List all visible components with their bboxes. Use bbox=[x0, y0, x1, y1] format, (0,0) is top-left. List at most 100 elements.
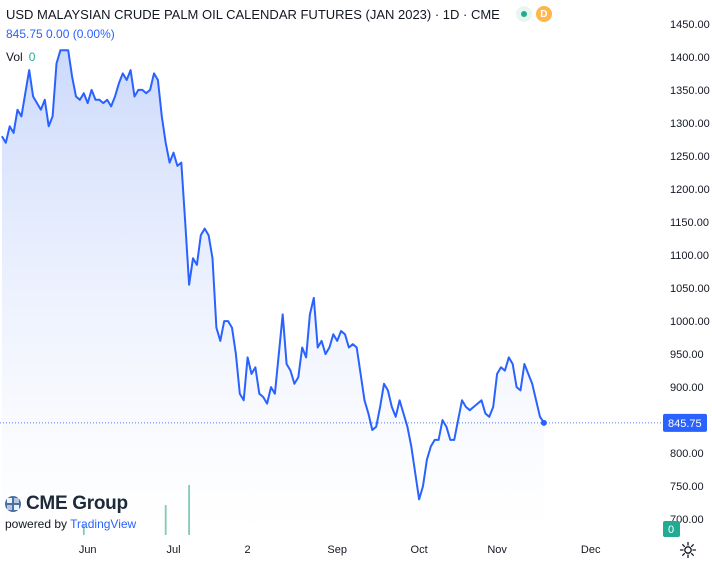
data-point[interactable] bbox=[102, 102, 104, 104]
data-point[interactable] bbox=[461, 399, 463, 401]
data-point[interactable] bbox=[204, 227, 206, 229]
market-status-icon[interactable] bbox=[515, 6, 532, 22]
data-point[interactable] bbox=[223, 320, 225, 322]
data-point[interactable] bbox=[395, 416, 397, 418]
data-point[interactable] bbox=[473, 406, 475, 408]
data-point[interactable] bbox=[188, 284, 190, 286]
data-point[interactable] bbox=[55, 62, 57, 64]
data-point[interactable] bbox=[20, 115, 22, 117]
data-point[interactable] bbox=[398, 399, 400, 401]
last-price-marker[interactable] bbox=[540, 419, 547, 426]
data-point[interactable] bbox=[48, 125, 50, 127]
data-point[interactable] bbox=[332, 333, 334, 335]
data-point[interactable] bbox=[445, 426, 447, 428]
data-point[interactable] bbox=[441, 419, 443, 421]
data-point[interactable] bbox=[383, 383, 385, 385]
data-point[interactable] bbox=[430, 445, 432, 447]
data-point[interactable] bbox=[496, 373, 498, 375]
data-point[interactable] bbox=[531, 383, 533, 385]
data-point[interactable] bbox=[176, 165, 178, 167]
data-point[interactable] bbox=[122, 72, 124, 74]
data-point[interactable] bbox=[137, 89, 139, 91]
cme-logo[interactable]: CME Group bbox=[4, 493, 128, 515]
volume-bar[interactable] bbox=[188, 485, 190, 535]
data-point[interactable] bbox=[9, 125, 11, 127]
data-point[interactable] bbox=[161, 115, 163, 117]
data-point[interactable] bbox=[492, 406, 494, 408]
data-point[interactable] bbox=[110, 105, 112, 107]
data-point[interactable] bbox=[90, 89, 92, 91]
data-point[interactable] bbox=[449, 439, 451, 441]
data-point[interactable] bbox=[36, 102, 38, 104]
data-point[interactable] bbox=[328, 346, 330, 348]
data-point[interactable] bbox=[340, 330, 342, 332]
data-point[interactable] bbox=[59, 49, 61, 51]
data-point[interactable] bbox=[192, 257, 194, 259]
settings-icon[interactable] bbox=[679, 541, 697, 559]
data-point[interactable] bbox=[282, 313, 284, 315]
tradingview-link[interactable]: TradingView bbox=[70, 517, 137, 531]
data-point[interactable] bbox=[437, 439, 439, 441]
data-point[interactable] bbox=[352, 343, 354, 345]
data-point[interactable] bbox=[324, 353, 326, 355]
data-point[interactable] bbox=[519, 389, 521, 391]
data-point[interactable] bbox=[527, 373, 529, 375]
data-point[interactable] bbox=[359, 373, 361, 375]
data-point[interactable] bbox=[375, 426, 377, 428]
data-point[interactable] bbox=[79, 99, 81, 101]
data-point[interactable] bbox=[83, 92, 85, 94]
data-point[interactable] bbox=[126, 79, 128, 81]
data-point[interactable] bbox=[289, 369, 291, 371]
data-point[interactable] bbox=[71, 76, 73, 78]
data-point[interactable] bbox=[172, 152, 174, 154]
data-point[interactable] bbox=[426, 459, 428, 461]
price-line[interactable] bbox=[1, 49, 545, 501]
data-point[interactable] bbox=[523, 363, 525, 365]
data-point[interactable] bbox=[106, 99, 108, 101]
data-point[interactable] bbox=[24, 92, 26, 94]
data-point[interactable] bbox=[250, 373, 252, 375]
data-point[interactable] bbox=[508, 356, 510, 358]
data-point[interactable] bbox=[246, 356, 248, 358]
data-point[interactable] bbox=[266, 402, 268, 404]
data-point[interactable] bbox=[410, 445, 412, 447]
volume-bar[interactable] bbox=[82, 525, 85, 535]
data-point[interactable] bbox=[243, 399, 245, 401]
data-point[interactable] bbox=[145, 92, 147, 94]
data-point[interactable] bbox=[5, 142, 7, 144]
data-point[interactable] bbox=[118, 82, 120, 84]
data-point[interactable] bbox=[51, 115, 53, 117]
data-point[interactable] bbox=[44, 99, 46, 101]
data-point[interactable] bbox=[262, 396, 264, 398]
data-point[interactable] bbox=[320, 340, 322, 342]
data-point[interactable] bbox=[418, 498, 420, 500]
data-point[interactable] bbox=[168, 161, 170, 163]
data-point[interactable] bbox=[402, 412, 404, 414]
powered-by[interactable]: powered by TradingView bbox=[5, 517, 136, 531]
data-point[interactable] bbox=[98, 99, 100, 101]
data-point[interactable] bbox=[535, 399, 537, 401]
data-point[interactable] bbox=[274, 393, 276, 395]
data-point[interactable] bbox=[63, 49, 65, 51]
data-point[interactable] bbox=[504, 369, 506, 371]
data-point[interactable] bbox=[141, 89, 143, 91]
volume-bar[interactable] bbox=[164, 505, 167, 535]
data-point[interactable] bbox=[313, 297, 315, 299]
data-point[interactable] bbox=[422, 485, 424, 487]
data-point[interactable] bbox=[371, 429, 373, 431]
data-point[interactable] bbox=[336, 340, 338, 342]
data-point[interactable] bbox=[180, 161, 182, 163]
data-point[interactable] bbox=[133, 95, 135, 97]
data-point[interactable] bbox=[200, 234, 202, 236]
data-point[interactable] bbox=[297, 376, 299, 378]
data-point[interactable] bbox=[12, 132, 14, 134]
data-point[interactable] bbox=[254, 366, 256, 368]
data-point[interactable] bbox=[512, 363, 514, 365]
data-point[interactable] bbox=[157, 79, 159, 81]
data-point[interactable] bbox=[87, 102, 89, 104]
data-point[interactable] bbox=[293, 383, 295, 385]
data-point[interactable] bbox=[32, 95, 34, 97]
data-point[interactable] bbox=[305, 356, 307, 358]
data-point[interactable] bbox=[153, 72, 155, 74]
